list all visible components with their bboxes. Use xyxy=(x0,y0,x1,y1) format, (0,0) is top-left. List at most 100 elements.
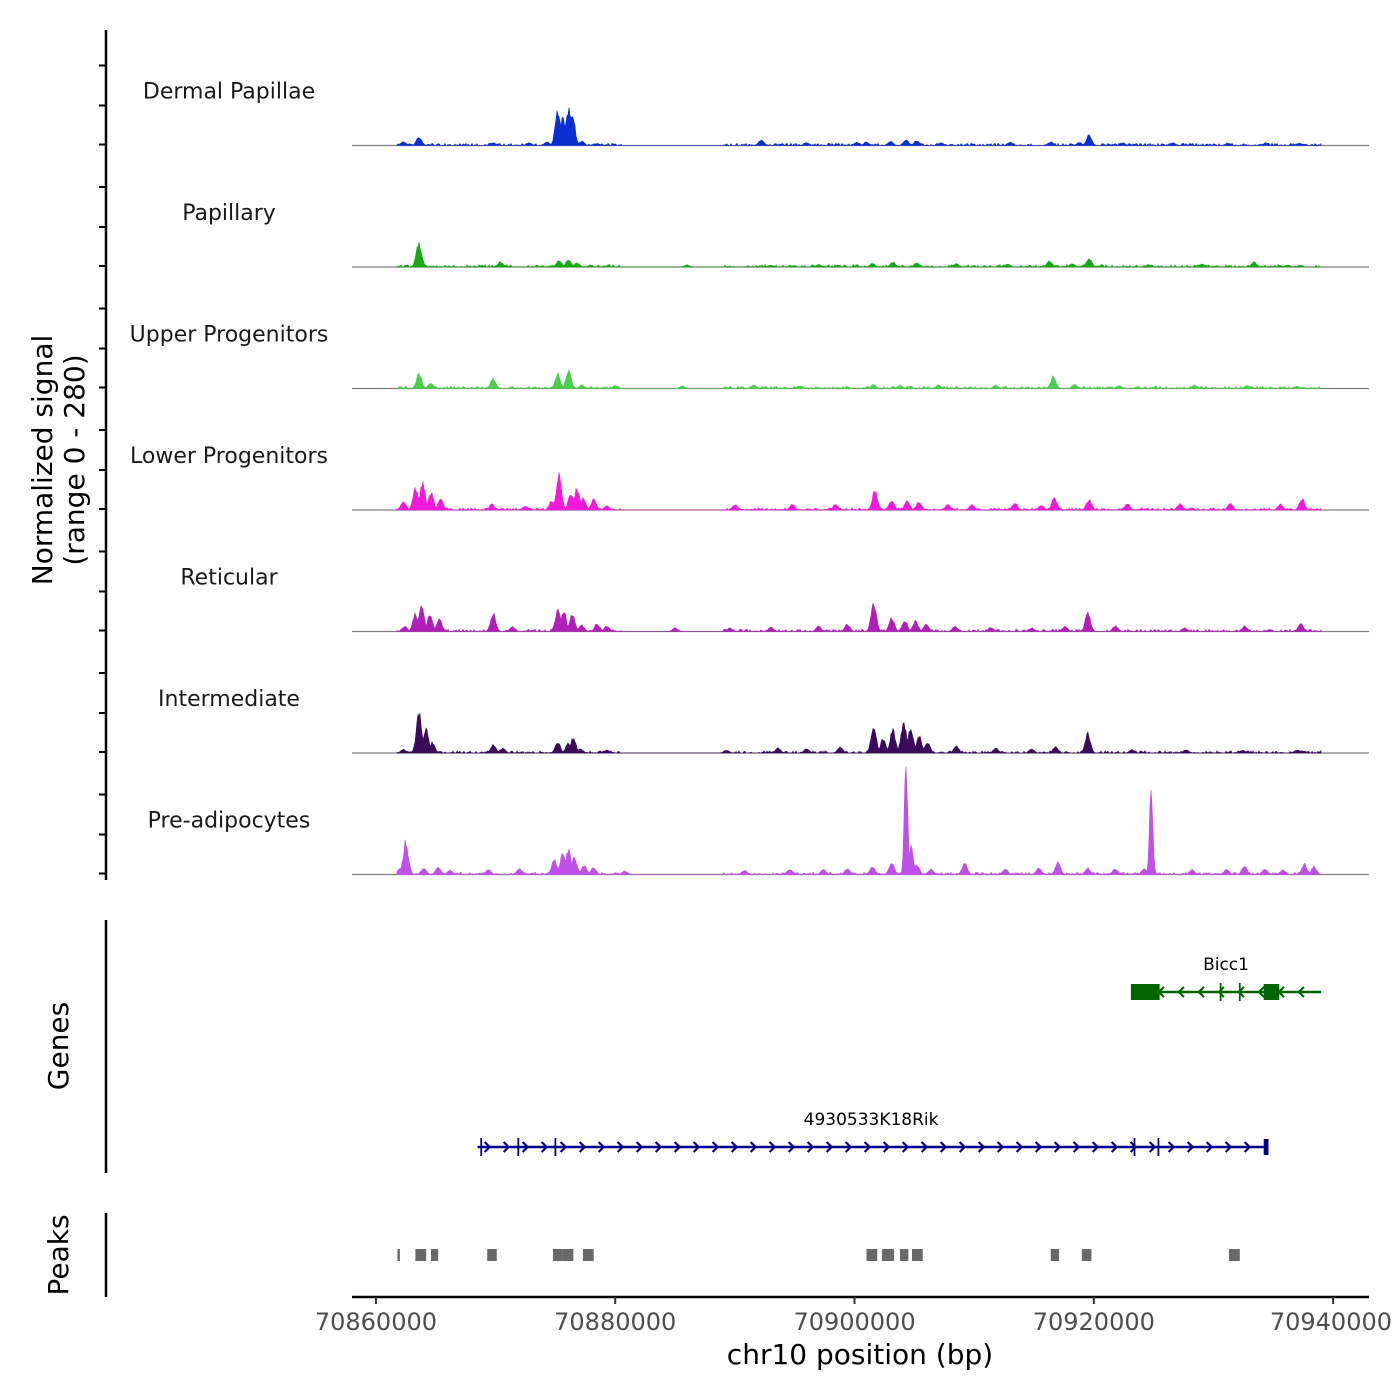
strand-chevron xyxy=(844,1141,853,1153)
peak-region xyxy=(1229,1249,1240,1261)
strand-chevron xyxy=(502,1141,511,1153)
exon-block xyxy=(1263,1139,1269,1155)
strand-chevron xyxy=(1243,1141,1252,1153)
peak-region xyxy=(430,1249,439,1261)
gene-4930533k18rik: 4930533K18Rik xyxy=(477,1110,1269,1156)
strand-chevron xyxy=(1148,1141,1157,1153)
strand-chevron xyxy=(1053,1141,1062,1153)
x-axis-title: chr10 position (bp) xyxy=(727,1338,993,1371)
strand-chevron xyxy=(1217,986,1225,998)
strand-chevron xyxy=(559,1141,568,1153)
peak-region xyxy=(553,1249,563,1261)
track-label: Intermediate xyxy=(158,687,300,712)
strand-chevron xyxy=(1177,986,1185,998)
strand-chevron xyxy=(882,1141,891,1153)
track-label: Upper Progenitors xyxy=(130,323,329,348)
peak-region xyxy=(487,1249,497,1261)
strand-chevron xyxy=(1186,1141,1195,1153)
strand-chevron xyxy=(920,1141,929,1153)
strand-chevron xyxy=(578,1141,587,1153)
peak-region xyxy=(899,1249,909,1261)
x-tick-label: 70880000 xyxy=(554,1308,676,1336)
strand-chevron xyxy=(1297,986,1305,998)
strand-chevron xyxy=(521,1141,530,1153)
strand-chevron xyxy=(863,1141,872,1153)
strand-chevron xyxy=(1015,1141,1024,1153)
strand-chevron xyxy=(977,1141,986,1153)
coverage-track: Reticular xyxy=(99,550,1369,633)
x-axis: 70860000 70880000 70900000 70920000 70940000 xyxy=(315,1295,1392,1336)
peak-region xyxy=(1081,1249,1092,1261)
gene-bicc1: Bicc1 xyxy=(1130,955,1322,1001)
coverage-track: Lower Progenitors xyxy=(99,429,1369,511)
strand-chevron xyxy=(1072,1141,1081,1153)
peak-region xyxy=(582,1249,594,1261)
strand-chevron xyxy=(654,1141,663,1153)
strand-chevron xyxy=(749,1141,758,1153)
coverage-area xyxy=(396,713,1322,754)
peak-region xyxy=(911,1249,923,1261)
strand-chevron xyxy=(901,1141,910,1153)
coverage-track: Intermediate xyxy=(99,672,1369,754)
strand-chevron xyxy=(730,1141,739,1153)
strand-chevron xyxy=(1110,1141,1119,1153)
strand-chevron xyxy=(1167,1141,1176,1153)
coverage-area xyxy=(396,242,1321,268)
strand-chevron xyxy=(673,1141,682,1153)
strand-chevron xyxy=(768,1141,777,1153)
peaks-panel xyxy=(104,1213,1240,1297)
coverage-y-axis-title-line1: Normalized signal xyxy=(26,335,59,586)
strand-chevron xyxy=(635,1141,644,1153)
peak-region xyxy=(866,1249,878,1261)
strand-chevron xyxy=(1224,1141,1233,1153)
strand-chevron xyxy=(616,1141,625,1153)
strand-chevron xyxy=(1257,986,1265,998)
strand-chevron xyxy=(787,1141,796,1153)
coverage-area xyxy=(396,602,1322,633)
x-tick-label: 70860000 xyxy=(315,1308,437,1336)
genes-y-axis-title: Genes xyxy=(42,1002,75,1090)
strand-chevron xyxy=(939,1141,948,1153)
coverage-area xyxy=(396,107,1322,147)
coverage-area xyxy=(397,369,1321,390)
coverage-area xyxy=(396,472,1322,511)
strand-chevron xyxy=(996,1141,1005,1153)
peak-region xyxy=(1050,1249,1060,1261)
strand-chevron xyxy=(1091,1141,1100,1153)
track-label: Reticular xyxy=(180,566,278,591)
coverage-track: Papillary xyxy=(99,186,1369,268)
strand-chevron xyxy=(540,1141,549,1153)
x-tick-label: 70900000 xyxy=(793,1308,915,1336)
strand-chevron xyxy=(1129,1141,1138,1153)
genes-panel: Bicc1 4930533K18Rik xyxy=(104,920,1322,1173)
strand-chevron xyxy=(692,1141,701,1153)
strand-chevron xyxy=(483,1141,492,1153)
exon-block xyxy=(1130,984,1160,1000)
track-label: Pre-adipocytes xyxy=(148,809,311,834)
strand-chevron xyxy=(1034,1141,1043,1153)
gene-label: Bicc1 xyxy=(1203,955,1249,975)
strand-chevron xyxy=(1205,1141,1214,1153)
strand-chevron xyxy=(711,1141,720,1153)
strand-chevron xyxy=(958,1141,967,1153)
peaks-y-axis-title: Peaks xyxy=(42,1214,75,1295)
strand-chevron xyxy=(1197,986,1205,998)
peak-region xyxy=(882,1249,895,1261)
strand-chevron xyxy=(806,1141,815,1153)
gene-label: 4930533K18Rik xyxy=(804,1110,939,1130)
coverage-y-axis-title-line2: (range 0 - 280) xyxy=(58,354,91,565)
coverage-track: Dermal Papillae xyxy=(99,64,1369,147)
peak-region xyxy=(415,1249,427,1261)
coverage-area xyxy=(396,766,1322,876)
peak-region xyxy=(562,1249,574,1261)
coverage-track: Pre-adipocytes xyxy=(99,766,1369,876)
x-tick-label: 70920000 xyxy=(1033,1308,1155,1336)
track-label: Dermal Papillae xyxy=(143,80,315,105)
track-label: Lower Progenitors xyxy=(130,444,328,469)
coverage-track: Upper Progenitors xyxy=(99,307,1369,390)
exon-block xyxy=(1263,984,1280,1000)
coverage-panel: Dermal Papillae Papillary Upper Progenitor… xyxy=(99,30,1369,880)
track-label: Papillary xyxy=(182,201,276,226)
strand-chevron xyxy=(597,1141,606,1153)
